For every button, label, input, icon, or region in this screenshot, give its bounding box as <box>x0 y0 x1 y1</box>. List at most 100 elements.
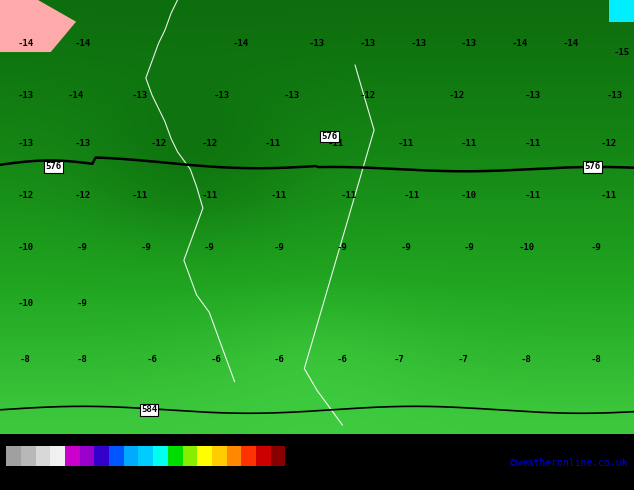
Bar <box>138 446 153 466</box>
Bar <box>36 446 50 466</box>
Text: -6: -6 <box>337 355 347 365</box>
Text: 6: 6 <box>151 471 155 477</box>
Text: -13: -13 <box>214 91 230 100</box>
Text: -11: -11 <box>131 191 148 199</box>
Text: -30: -30 <box>59 471 72 477</box>
Bar <box>183 446 197 466</box>
Bar <box>80 446 94 466</box>
Text: -10: -10 <box>461 191 477 199</box>
Text: -9: -9 <box>204 243 214 252</box>
Text: -14: -14 <box>233 39 249 48</box>
Bar <box>153 446 168 466</box>
Bar <box>21 446 36 466</box>
Text: -6: -6 <box>120 471 128 477</box>
Text: -11: -11 <box>271 191 287 199</box>
Text: -9: -9 <box>77 299 87 308</box>
Text: 0: 0 <box>136 471 141 477</box>
Text: 24: 24 <box>193 471 202 477</box>
Text: -7: -7 <box>394 355 404 365</box>
Text: -15: -15 <box>613 48 630 56</box>
Bar <box>212 446 226 466</box>
Bar <box>124 446 138 466</box>
Text: -12: -12 <box>201 139 217 147</box>
Text: 576: 576 <box>46 163 62 172</box>
Text: -9: -9 <box>337 243 347 252</box>
Text: -6: -6 <box>147 355 157 365</box>
Text: -14: -14 <box>562 39 579 48</box>
Text: -8: -8 <box>77 355 87 365</box>
Text: -13: -13 <box>309 39 325 48</box>
Text: 54: 54 <box>266 471 275 477</box>
Text: 30: 30 <box>208 471 216 477</box>
Text: -13: -13 <box>461 39 477 48</box>
Text: -9: -9 <box>591 243 601 252</box>
Bar <box>256 446 271 466</box>
Text: -8: -8 <box>521 355 531 365</box>
Bar <box>6 446 21 466</box>
Text: -14: -14 <box>17 39 34 48</box>
Text: -9: -9 <box>141 243 151 252</box>
Text: -48: -48 <box>15 471 27 477</box>
Text: -12: -12 <box>17 191 34 199</box>
Bar <box>168 446 183 466</box>
Bar <box>94 446 109 466</box>
Text: Tu 24-09-2024 06:00 UTC (00+06): Tu 24-09-2024 06:00 UTC (00+06) <box>418 435 628 445</box>
Bar <box>65 446 80 466</box>
Text: -18: -18 <box>88 471 101 477</box>
Text: 48: 48 <box>252 471 260 477</box>
Text: -11: -11 <box>328 139 344 147</box>
Text: -12: -12 <box>448 91 465 100</box>
Text: -11: -11 <box>600 191 617 199</box>
Text: -13: -13 <box>524 91 541 100</box>
Text: 576: 576 <box>321 132 338 141</box>
Bar <box>197 446 212 466</box>
Text: -13: -13 <box>410 39 427 48</box>
Text: -10: -10 <box>17 243 34 252</box>
Text: -12: -12 <box>600 139 617 147</box>
Text: -13: -13 <box>359 39 376 48</box>
Text: -13: -13 <box>131 91 148 100</box>
Text: -13: -13 <box>283 91 300 100</box>
Text: -11: -11 <box>340 191 357 199</box>
Text: -9: -9 <box>274 243 284 252</box>
Text: -10: -10 <box>17 299 34 308</box>
Text: -10: -10 <box>518 243 534 252</box>
Text: 576: 576 <box>585 163 601 172</box>
Text: -11: -11 <box>404 191 420 199</box>
Text: -38: -38 <box>44 471 57 477</box>
Text: -9: -9 <box>77 243 87 252</box>
Text: -24: -24 <box>74 471 86 477</box>
Text: ©weatheronline.co.uk: ©weatheronline.co.uk <box>510 458 628 468</box>
Text: -8: -8 <box>591 355 601 365</box>
Bar <box>109 446 124 466</box>
Text: -13: -13 <box>17 139 34 147</box>
Text: 36: 36 <box>223 471 231 477</box>
Text: -9: -9 <box>464 243 474 252</box>
Text: -13: -13 <box>17 91 34 100</box>
Text: -11: -11 <box>461 139 477 147</box>
Text: 18: 18 <box>178 471 187 477</box>
Text: -6: -6 <box>274 355 284 365</box>
Text: -14: -14 <box>512 39 528 48</box>
Text: -12: -12 <box>359 91 376 100</box>
Text: -14: -14 <box>74 39 91 48</box>
Text: -54: -54 <box>0 471 13 477</box>
Text: -6: -6 <box>210 355 221 365</box>
Text: -12: -12 <box>150 139 167 147</box>
Bar <box>271 446 285 466</box>
Text: -11: -11 <box>264 139 281 147</box>
Text: -11: -11 <box>201 191 217 199</box>
Text: -42: -42 <box>29 471 42 477</box>
Text: -11: -11 <box>398 139 414 147</box>
Text: -14: -14 <box>68 91 84 100</box>
Text: 42: 42 <box>237 471 245 477</box>
Bar <box>242 446 256 466</box>
Text: -11: -11 <box>524 191 541 199</box>
Polygon shape <box>0 0 76 52</box>
Text: -13: -13 <box>607 91 623 100</box>
Text: 584: 584 <box>141 405 157 415</box>
Text: -11: -11 <box>524 139 541 147</box>
Polygon shape <box>609 0 634 22</box>
Text: 12: 12 <box>164 471 172 477</box>
Text: -7: -7 <box>458 355 468 365</box>
